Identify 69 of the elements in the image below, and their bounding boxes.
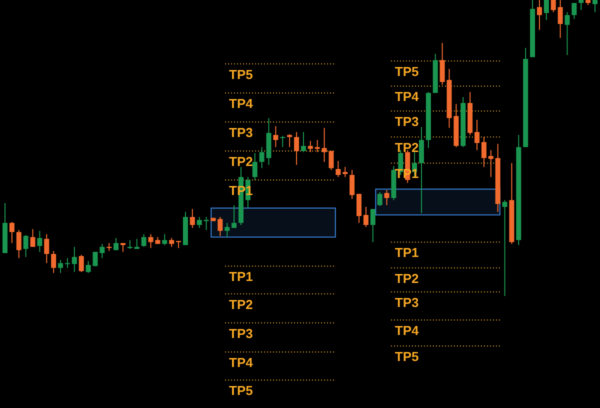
candlestick [592, 0, 598, 13]
candlestick [336, 160, 341, 178]
candlestick [196, 216, 202, 228]
ref-line-label: TP2 [229, 154, 253, 169]
candlestick [100, 243, 105, 259]
candlestick [314, 140, 320, 153]
candlestick [51, 250, 56, 274]
candlestick [342, 166, 348, 178]
ref-line-label: TP1 [229, 269, 253, 284]
candlestick [58, 259, 64, 274]
ref-line-label: TP2 [394, 140, 419, 156]
candlestick [308, 140, 313, 153]
candlestick [224, 222, 230, 238]
candlestick [37, 230, 42, 252]
candlestick [356, 193, 362, 224]
candlestick [280, 135, 286, 148]
candlestick [134, 238, 140, 250]
candlestick [370, 208, 376, 243]
candlestick [287, 134, 292, 148]
ref-line-label: TP5 [394, 349, 419, 364]
ref-line-label: TP2 [394, 270, 419, 286]
candlestick [550, 0, 556, 13]
candlestick [190, 208, 195, 228]
ref-line-label: TP3 [394, 294, 419, 310]
candlestick [16, 229, 22, 259]
candlestick [558, 0, 563, 38]
ref-line-label: TP3 [229, 326, 253, 341]
candlestick [418, 126, 424, 214]
candlestick [544, 0, 549, 21]
candlestick [300, 132, 306, 153]
candlestick [72, 246, 77, 273]
ref-line-label: TP5 [229, 383, 253, 398]
candlestick [564, 12, 570, 56]
candlestick [218, 216, 223, 236]
candlestick [252, 152, 258, 180]
ref-line-label: TP5 [229, 66, 253, 82]
candlestick [377, 192, 382, 207]
ref-line-label: TP3 [229, 124, 253, 140]
candlestick [488, 150, 494, 178]
candlestick [502, 200, 508, 296]
candlestick [141, 234, 146, 248]
candlestick [294, 132, 300, 166]
candlestick [44, 234, 50, 264]
candlestick [350, 169, 355, 200]
candlestick [64, 258, 70, 268]
ref-line-label: TP3 [394, 114, 419, 129]
candlestick [232, 204, 237, 228]
candlestick [578, 0, 584, 11]
ref-line-label: TP5 [394, 64, 419, 79]
ref-line-label: TP2 [229, 296, 253, 312]
candlestick [572, 2, 577, 20]
ref-line-label: TP4 [229, 354, 254, 370]
candlestick [162, 234, 168, 246]
candlestick [259, 146, 264, 169]
ref-line-label: TP4 [394, 89, 420, 104]
ref-line-label: TP1 [394, 245, 419, 260]
ref-line-label: TP4 [394, 322, 420, 338]
candlestick [474, 119, 480, 151]
candlestick [481, 136, 486, 168]
ref-line-label: TP4 [229, 96, 254, 111]
candlestick [273, 126, 278, 148]
candlestick [384, 190, 390, 206]
candlestick [9, 222, 14, 244]
candlestick [363, 206, 368, 228]
candlestick [114, 237, 119, 251]
candlestick [30, 228, 36, 248]
candlestick [23, 234, 28, 258]
candlestick [536, 0, 542, 30]
candlestick [78, 254, 84, 273]
